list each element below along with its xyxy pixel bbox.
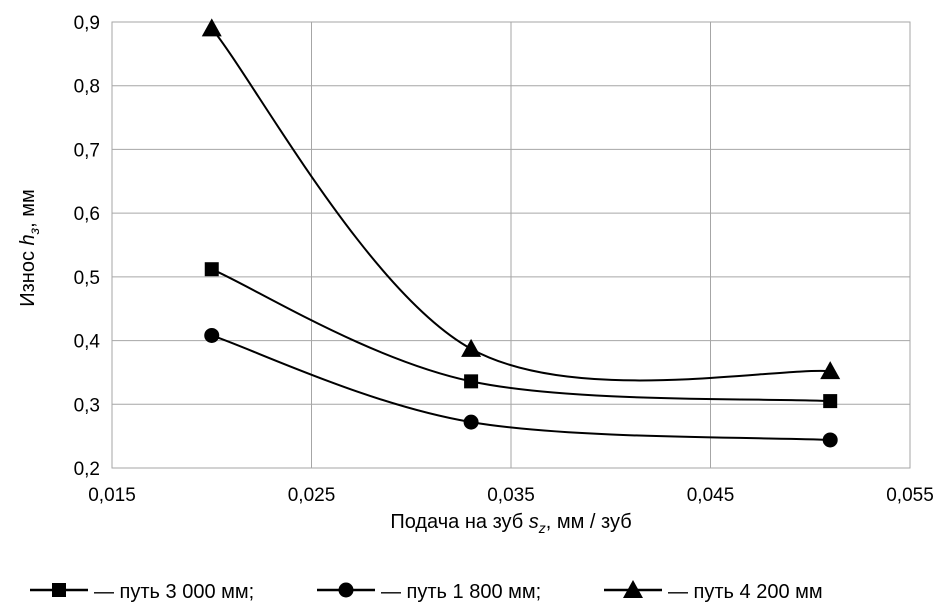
x-axis-title: Подача на зуб sz, мм / зуб bbox=[390, 511, 631, 536]
plot-border bbox=[111, 21, 911, 469]
y-axis-title: Износ hз, мм bbox=[17, 189, 42, 307]
y-tick-label: 0,9 bbox=[74, 13, 100, 34]
tick-layer: 0,2 0,3 0,4 0,5 0,6 0,7 0,8 0,9 0,015 0,025 0,035 0… bbox=[74, 13, 934, 506]
legend-marker-square bbox=[52, 583, 66, 597]
series-triangle bbox=[201, 18, 841, 382]
series-circle bbox=[204, 327, 838, 448]
y-tick-label: 0,5 bbox=[74, 268, 100, 289]
legend-marker-circle bbox=[338, 582, 354, 598]
grid bbox=[111, 21, 911, 469]
series-line bbox=[211, 268, 831, 403]
legend-label: — путь 1 800 мм; bbox=[381, 581, 541, 603]
legend-marker-triangle bbox=[623, 580, 643, 598]
y-tick-label: 0,2 bbox=[74, 459, 100, 480]
y-tick-label: 0,7 bbox=[74, 140, 100, 161]
x-tick-label: 0,025 bbox=[288, 485, 336, 506]
legend-label: — путь 3 000 мм; bbox=[94, 581, 254, 603]
legend: — путь 3 000 мм; — путь 1 800 мм; — путь 4… bbox=[30, 580, 823, 603]
y-tick-label: 0,4 bbox=[74, 332, 101, 353]
legend-item-triangle: — путь 4 200 мм bbox=[604, 580, 823, 603]
data-point-square bbox=[204, 262, 219, 277]
data-point-triangle bbox=[820, 361, 841, 380]
data-point-triangle bbox=[461, 338, 482, 357]
series-line bbox=[211, 334, 831, 441]
data-point-circle bbox=[463, 414, 479, 430]
y-tick-label: 0,8 bbox=[74, 77, 100, 98]
y-tick-label: 0,3 bbox=[74, 395, 100, 416]
series-layer bbox=[201, 18, 841, 448]
legend-label: — путь 4 200 мм bbox=[668, 581, 823, 603]
series-line bbox=[210, 27, 831, 382]
data-point-triangle bbox=[201, 18, 222, 37]
y-tick-label: 0,6 bbox=[74, 204, 100, 225]
data-point-circle bbox=[204, 327, 220, 343]
x-tick-label: 0,055 bbox=[886, 485, 934, 506]
data-point-square bbox=[823, 394, 838, 409]
series-square bbox=[204, 262, 838, 409]
legend-item-circle: — путь 1 800 мм; bbox=[317, 581, 541, 603]
x-tick-label: 0,045 bbox=[687, 485, 735, 506]
data-point-circle bbox=[822, 432, 838, 448]
x-tick-label: 0,015 bbox=[88, 485, 136, 506]
data-point-square bbox=[464, 374, 479, 389]
x-tick-label: 0,035 bbox=[487, 485, 535, 506]
legend-item-square: — путь 3 000 мм; bbox=[30, 581, 254, 603]
plot-frame bbox=[111, 21, 911, 469]
